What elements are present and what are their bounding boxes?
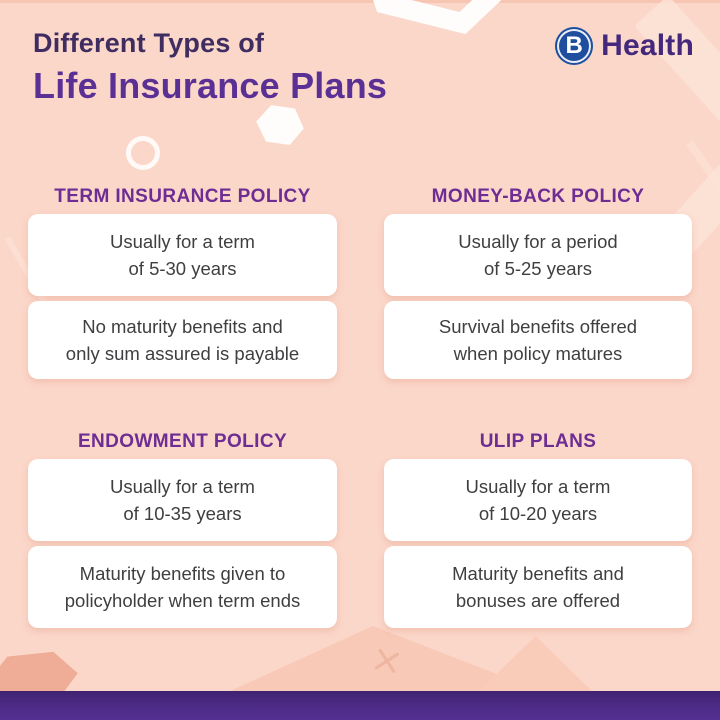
info-card: Usually for a term of 10-35 years [28, 459, 337, 541]
circle-decoration [126, 136, 160, 170]
info-card: Survival benefits offered when policy ma… [384, 301, 692, 379]
section-heading: ENDOWMENT POLICY [77, 431, 288, 452]
hexagon-decoration [253, 102, 306, 148]
section-endowment-policy: ENDOWMENT POLICY Usually for a term of 1… [28, 431, 337, 628]
footer-bar [0, 691, 720, 720]
info-card: No maturity benefits and only sum assure… [28, 301, 337, 379]
brand-b-letter: B [565, 32, 583, 59]
info-card: Usually for a term of 5-30 years [28, 214, 337, 296]
info-card: Maturity benefits given to policyholder … [28, 546, 337, 628]
section-heading: TERM INSURANCE POLICY [54, 186, 311, 207]
triangle-decoration [478, 636, 593, 692]
section-heading: ULIP PLANS [479, 431, 597, 452]
section-money-back-policy: MONEY-BACK POLICY Usually for a period o… [384, 186, 692, 379]
cross-decoration [369, 643, 405, 679]
section-term-insurance-policy: TERM INSURANCE POLICY Usually for a term… [28, 186, 337, 379]
page-title-line2: Life Insurance Plans [33, 65, 388, 106]
triangle-decoration [228, 626, 543, 692]
page-header: Different Types of Life Insurance Plans [33, 28, 387, 107]
brand-logo: B Health [555, 27, 694, 65]
top-edge-strip [0, 0, 720, 3]
info-card: Usually for a term of 10-20 years [384, 459, 692, 541]
info-card: Maturity benefits and bonuses are offere… [384, 546, 692, 628]
page-title-line1: Different Types of [33, 28, 265, 58]
section-ulip-plans: ULIP PLANS Usually for a term of 10-20 y… [384, 431, 692, 628]
brand-b-icon: B [555, 27, 594, 65]
info-card: Usually for a period of 5-25 years [384, 214, 692, 296]
section-heading: MONEY-BACK POLICY [431, 186, 645, 207]
brand-name: Health [601, 29, 694, 62]
